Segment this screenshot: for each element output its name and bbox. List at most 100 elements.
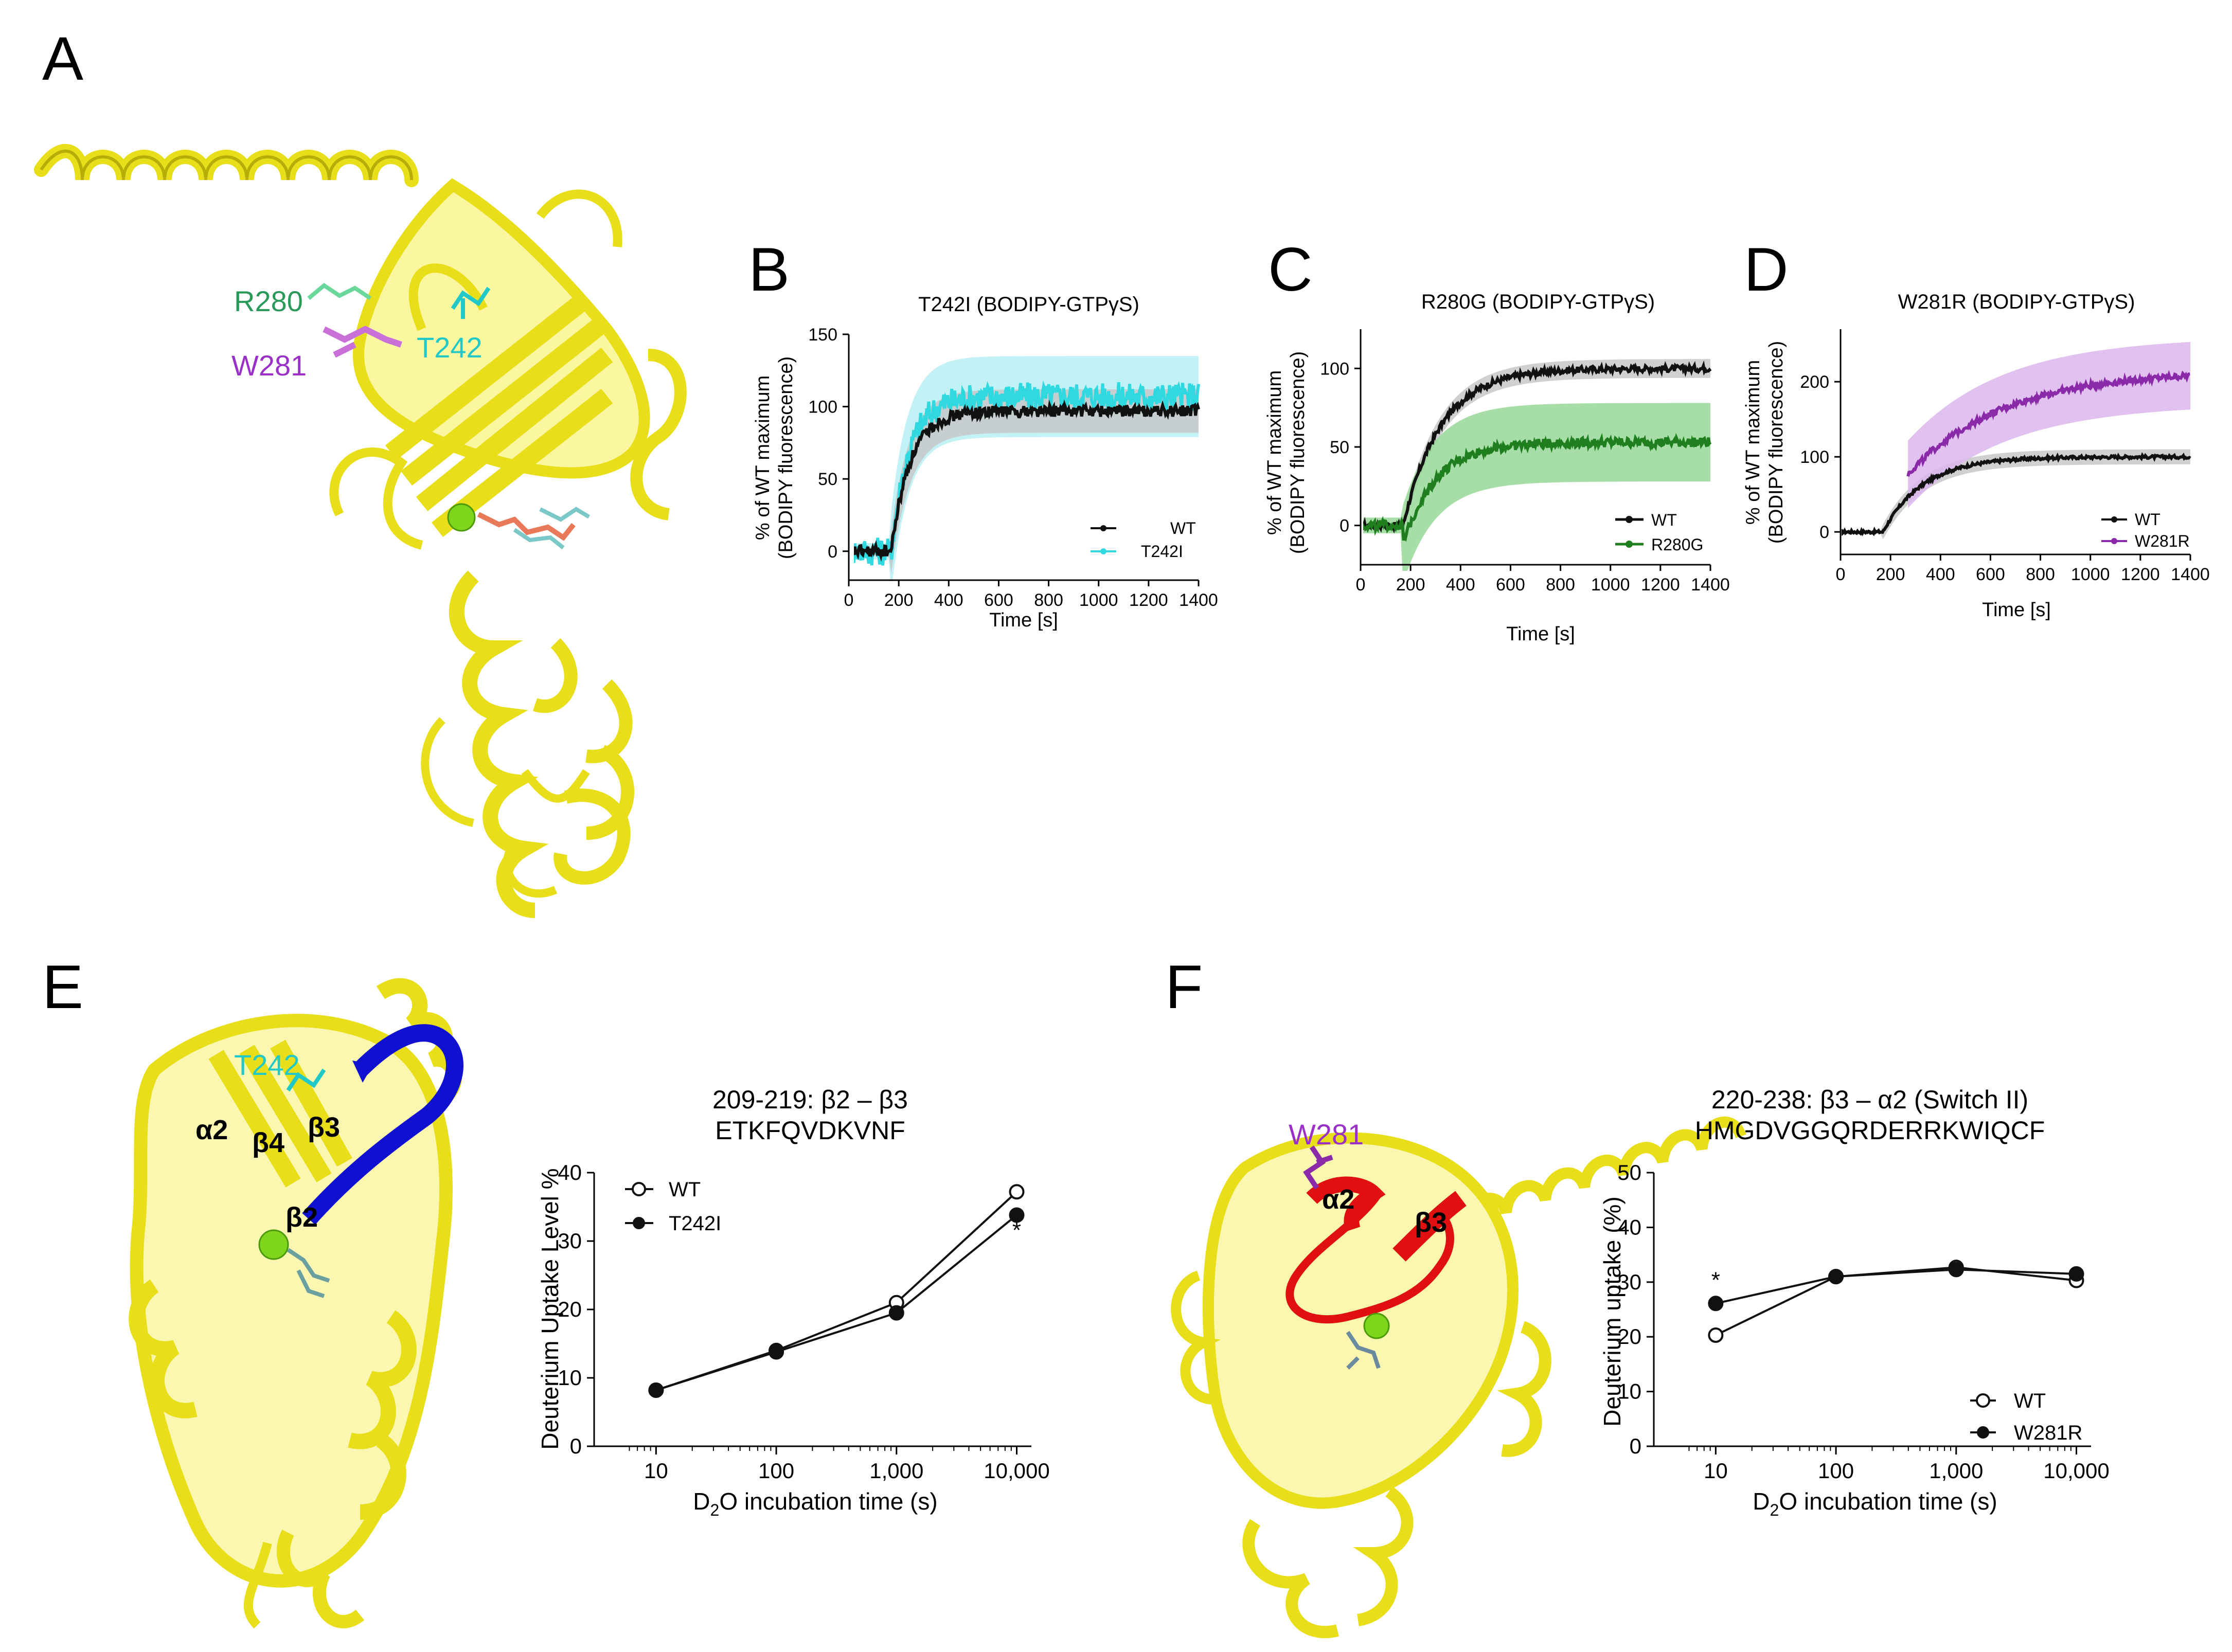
panel-label-c: C — [1268, 235, 1313, 304]
x-tick-label: 1400 — [2171, 565, 2210, 584]
chart-f: 220-238: β3 – α2 (Switch II) HMGDVGGQRDE… — [1599, 1085, 2110, 1519]
legend-e-wt-marker — [632, 1182, 646, 1196]
chart-c-title: R280G (BODIPY-GTPγS) — [1421, 291, 1655, 313]
x-tick-label: 1,000 — [869, 1459, 923, 1483]
y-tick-label: 20 — [558, 1297, 582, 1321]
metal-ion-a — [447, 503, 476, 532]
beta-sheet-e — [208, 1039, 352, 1188]
x-tick-label: 10 — [1704, 1459, 1728, 1483]
long-helix-a-shade — [40, 149, 413, 181]
y-tick-label: 30 — [558, 1229, 582, 1253]
chart-b-ylabel-1: % of WT maximum — [752, 375, 774, 540]
chart-b-series — [854, 356, 1200, 581]
y-tick-label: 10 — [558, 1366, 582, 1390]
point-w281r — [1828, 1269, 1844, 1285]
beta2-label-e: β2 — [285, 1202, 318, 1233]
r280-sidechain — [307, 283, 372, 300]
legend-f-wt: WT — [2014, 1390, 2046, 1412]
y-tick-label: 100 — [808, 398, 837, 417]
x-tick-label: 1200 — [1641, 575, 1680, 595]
r280-label: R280 — [234, 285, 303, 317]
error-band-wt — [854, 389, 1199, 573]
chart-e-title: 209-219: β2 – β3 — [712, 1085, 908, 1114]
y-tick-label: 50 — [818, 470, 837, 489]
x-tick-label: 1400 — [1691, 575, 1730, 595]
x-tick-label: 100 — [758, 1459, 794, 1483]
beta3-label-e: β3 — [308, 1112, 340, 1143]
point-wt — [1708, 1327, 1724, 1343]
chart-f-ylabel: Deuterium uptake (%) — [1599, 1196, 1626, 1426]
series-line-w281r — [1715, 1268, 2077, 1305]
error-band-r280g — [1363, 403, 1710, 571]
point-w281r — [2068, 1266, 2084, 1282]
chart-d-legend: WT W281R — [2101, 510, 2190, 550]
metal-ion-f — [1363, 1313, 1390, 1339]
chart-c-series — [1363, 359, 1712, 571]
x-tick-label: 0 — [1836, 565, 1846, 584]
x-tick-label: 0 — [844, 590, 854, 610]
panel-label-d: D — [1744, 235, 1789, 304]
protein-structure-e: T242 α2 β4 β3 β2 — [129, 978, 463, 1629]
beta4-label-e: β4 — [252, 1127, 284, 1158]
x-tick-label: 600 — [1496, 575, 1525, 595]
point-w281r — [1708, 1296, 1724, 1312]
legend-b-t242i-marker — [1100, 548, 1106, 554]
point-wt — [1009, 1184, 1025, 1200]
chart-b-xlabel: Time [s] — [989, 609, 1058, 631]
x-tick-label: 400 — [1446, 575, 1475, 595]
x-tick-label: 1000 — [2071, 565, 2110, 584]
x-tick-label: 800 — [2026, 565, 2055, 584]
chart-e-series: * — [648, 1184, 1025, 1398]
t242-label-a: T242 — [417, 331, 483, 364]
chart-d-ticks: 0 200 400 600 800 1000 1200 1400 0 100 200 — [1800, 372, 2210, 584]
chart-b-ticks: 0 200 400 600 800 1000 1200 1400 0 50 100 150 — [808, 325, 1218, 610]
point-t242i — [1009, 1207, 1025, 1223]
x-tick-label: 800 — [1034, 590, 1063, 610]
chart-f-legend: WT W281R — [1970, 1390, 2082, 1444]
legend-f-wt-marker — [1976, 1393, 1990, 1408]
chart-e-xlabel: D2O incubation time (s) — [693, 1488, 937, 1519]
legend-e-wt: WT — [669, 1178, 701, 1201]
legend-f-w281r: W281R — [2014, 1422, 2082, 1444]
beta3-strand-red — [1392, 1191, 1467, 1262]
beta3-label-f: β3 — [1415, 1207, 1447, 1238]
t242-sidechain-a — [451, 286, 491, 319]
x-tick-label: 1200 — [2121, 565, 2160, 584]
chart-b-ylabel-2: (BODIPY fluorescence) — [775, 356, 797, 559]
chart-f-title: 220-238: β3 – α2 (Switch II) — [1711, 1085, 2028, 1114]
chart-e-ylabel: Deuterium Uptake Level % — [537, 1168, 563, 1449]
chart-e: 209-219: β2 – β3 ETKFQVDKVNF 10 100 1,000 1… — [537, 1085, 1050, 1519]
chart-d-title: W281R (BODIPY-GTPγS) — [1898, 291, 2135, 313]
x-tick-label: 0 — [1356, 575, 1366, 595]
chart-b-legend: WT T242I — [1091, 519, 1196, 561]
x-tick-label: 10,000 — [2043, 1459, 2109, 1483]
chart-e-subtitle: ETKFQVDKVNF — [715, 1116, 905, 1145]
legend-d-w281r: W281R — [2135, 532, 2190, 550]
x-tick-label: 1,000 — [1929, 1459, 1983, 1483]
chart-b-title: T242I (BODIPY-GTPγS) — [918, 293, 1139, 316]
x-tick-label: 10,000 — [984, 1459, 1049, 1483]
x-tick-label: 1000 — [1079, 590, 1118, 610]
y-tick-label: 100 — [1320, 359, 1349, 379]
x-tick-label: 200 — [1876, 565, 1905, 584]
x-tick-label: 200 — [884, 590, 914, 610]
legend-b-wt: WT — [1170, 519, 1196, 537]
legend-f-w281r-marker — [1977, 1426, 1989, 1439]
point-w281r — [1948, 1262, 1964, 1278]
point-t242i — [769, 1344, 784, 1360]
series-wt — [1842, 452, 2191, 536]
chart-d-series — [1842, 342, 2191, 540]
switch-ii-loop — [1285, 1191, 1454, 1324]
y-tick-label: 0 — [1819, 523, 1829, 542]
alpha2-helix-red — [1306, 1176, 1386, 1232]
chart-f-xlabel: D2O incubation time (s) — [1753, 1488, 1997, 1519]
y-tick-label: 0 — [1340, 516, 1349, 536]
chart-f-subtitle: HMGDVGGQRDERRKWIQCF — [1695, 1116, 2045, 1145]
y-tick-label: 10 — [1617, 1379, 1641, 1404]
series-w281r — [1906, 370, 2190, 477]
protein-structure-f: W281 α2 β3 — [1171, 1116, 1746, 1639]
panel-label-e: E — [42, 953, 83, 1021]
y-tick-label: 30 — [1617, 1270, 1641, 1294]
beta2-beta3-hairpin — [302, 1024, 463, 1225]
chart-d: W281R (BODIPY-GTPγS) 0 200 400 600 800 1000 12… — [1742, 291, 2210, 621]
